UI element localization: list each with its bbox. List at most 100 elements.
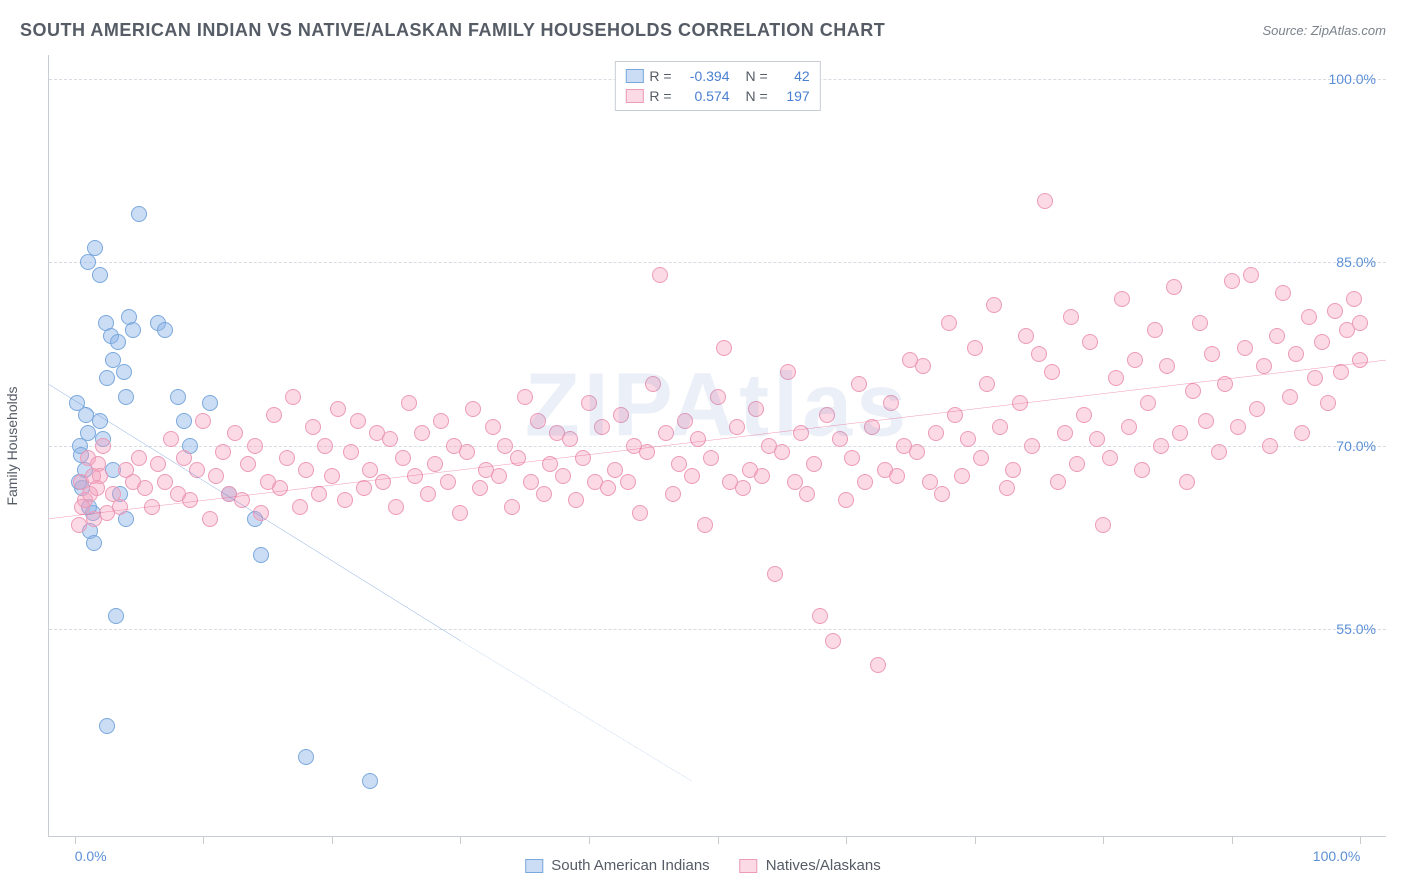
scatter-point: [292, 499, 308, 515]
scatter-point: [337, 492, 353, 508]
scatter-point: [517, 389, 533, 405]
scatter-point: [1243, 267, 1259, 283]
scatter-point: [330, 401, 346, 417]
scatter-point: [1352, 315, 1368, 331]
scatter-point: [510, 450, 526, 466]
scatter-point: [305, 419, 321, 435]
scatter-point: [1294, 425, 1310, 441]
scatter-point: [157, 474, 173, 490]
scatter-point: [350, 413, 366, 429]
legend-swatch: [625, 69, 643, 83]
scatter-point: [116, 364, 132, 380]
scatter-point: [1024, 438, 1040, 454]
series-legend: South American Indians Natives/Alaskans: [525, 857, 881, 874]
scatter-point: [870, 657, 886, 673]
source-attribution: Source: ZipAtlas.com: [1262, 23, 1386, 38]
scatter-point: [607, 462, 623, 478]
scatter-point: [928, 425, 944, 441]
legend-item: Natives/Alaskans: [740, 857, 881, 874]
scatter-point: [324, 468, 340, 484]
scatter-point: [375, 474, 391, 490]
scatter-point: [671, 456, 687, 472]
scatter-point: [1346, 291, 1362, 307]
scatter-point: [86, 535, 102, 551]
scatter-point: [87, 240, 103, 256]
scatter-point: [1082, 334, 1098, 350]
scatter-point: [472, 480, 488, 496]
scatter-point: [485, 419, 501, 435]
scatter-point: [1256, 358, 1272, 374]
scatter-point: [504, 499, 520, 515]
scatter-point: [80, 254, 96, 270]
scatter-point: [80, 425, 96, 441]
scatter-point: [420, 486, 436, 502]
x-tick: [846, 836, 847, 844]
scatter-point: [92, 267, 108, 283]
scatter-point: [465, 401, 481, 417]
scatter-point: [279, 450, 295, 466]
legend-item: South American Indians: [525, 857, 709, 874]
scatter-point: [433, 413, 449, 429]
scatter-point: [774, 444, 790, 460]
y-tick-label: 70.0%: [1336, 438, 1376, 454]
scatter-point: [1192, 315, 1208, 331]
source-name: ZipAtlas.com: [1311, 23, 1386, 38]
scatter-point: [1275, 285, 1291, 301]
scatter-point: [1172, 425, 1188, 441]
scatter-point: [613, 407, 629, 423]
scatter-point: [780, 364, 796, 380]
scatter-point: [960, 431, 976, 447]
scatter-point: [112, 499, 128, 515]
scatter-point: [1198, 413, 1214, 429]
scatter-point: [1269, 328, 1285, 344]
scatter-point: [99, 370, 115, 386]
scatter-point: [703, 450, 719, 466]
chart-title: SOUTH AMERICAN INDIAN VS NATIVE/ALASKAN …: [20, 20, 885, 41]
scatter-point: [645, 376, 661, 392]
scatter-point: [967, 340, 983, 356]
r-label: R =: [649, 66, 671, 86]
scatter-point: [1147, 322, 1163, 338]
scatter-point: [1127, 352, 1143, 368]
scatter-point: [176, 450, 192, 466]
scatter-point: [491, 468, 507, 484]
scatter-point: [407, 468, 423, 484]
scatter-point: [909, 444, 925, 460]
scatter-point: [665, 486, 681, 502]
scatter-point: [1076, 407, 1092, 423]
r-label: R =: [649, 86, 671, 106]
scatter-point: [864, 419, 880, 435]
scatter-point: [176, 413, 192, 429]
scatter-point: [118, 389, 134, 405]
scatter-point: [382, 431, 398, 447]
legend-stats-row: R =0.574N =197: [625, 86, 809, 106]
x-tick: [332, 836, 333, 844]
x-tick-label: 0.0%: [75, 848, 107, 864]
scatter-point: [555, 468, 571, 484]
scatter-point: [735, 480, 751, 496]
scatter-point: [1204, 346, 1220, 362]
scatter-point: [658, 425, 674, 441]
scatter-point: [992, 419, 1008, 435]
scatter-point: [1031, 346, 1047, 362]
scatter-point: [1012, 395, 1028, 411]
scatter-point: [427, 456, 443, 472]
scatter-point: [851, 376, 867, 392]
scatter-point: [452, 505, 468, 521]
scatter-point: [684, 468, 700, 484]
scatter-point: [497, 438, 513, 454]
scatter-point: [716, 340, 732, 356]
scatter-point: [581, 395, 597, 411]
scatter-point: [922, 474, 938, 490]
scatter-point: [1333, 364, 1349, 380]
scatter-point: [799, 486, 815, 502]
scatter-point: [1114, 291, 1130, 307]
x-tick: [75, 836, 76, 844]
x-tick: [975, 836, 976, 844]
legend-label: Natives/Alaskans: [766, 857, 881, 874]
x-tick-label: 100.0%: [1313, 848, 1360, 864]
scatter-point: [812, 608, 828, 624]
scatter-point: [954, 468, 970, 484]
scatter-point: [362, 773, 378, 789]
x-tick: [1232, 836, 1233, 844]
